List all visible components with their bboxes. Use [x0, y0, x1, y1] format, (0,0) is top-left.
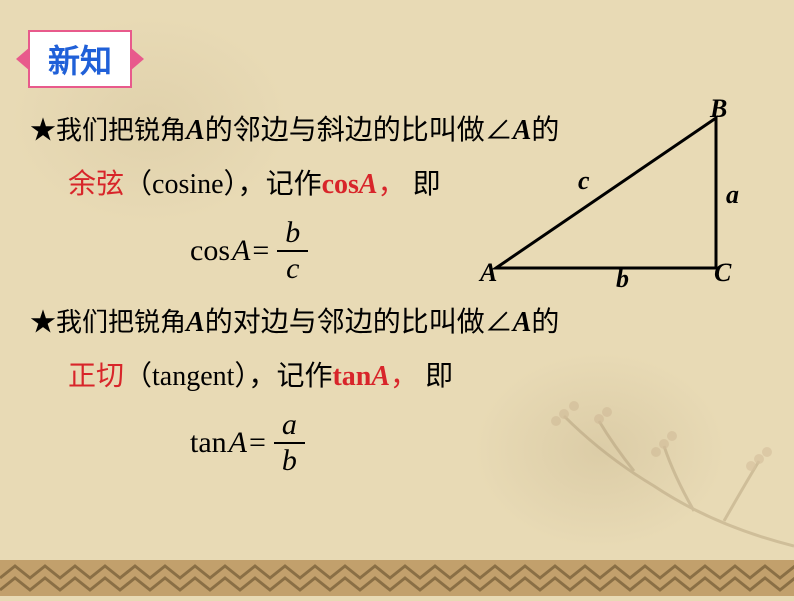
triangle-shape	[496, 118, 716, 268]
fraction: b c	[275, 218, 310, 284]
ribbon-label: 新知	[48, 43, 112, 79]
side-a: a	[726, 180, 739, 210]
vertex-A: A	[480, 258, 497, 288]
fraction: a b	[272, 410, 307, 476]
tangent-formula: tan A = a b	[190, 410, 770, 476]
decorative-border: placeholder	[0, 560, 794, 596]
vertex-B: B	[710, 94, 727, 124]
definition-line-3: ★我们把锐角A的对边与邻边的比叫做∠A的	[30, 302, 770, 344]
vertex-C: C	[714, 258, 731, 288]
section-ribbon: 新知	[28, 30, 132, 88]
right-triangle-diagram: A B C c a b	[486, 108, 756, 288]
side-b: b	[616, 264, 629, 294]
definition-line-4: 正切（tangent），记作tanA， 即	[30, 356, 770, 398]
side-c: c	[578, 166, 590, 196]
